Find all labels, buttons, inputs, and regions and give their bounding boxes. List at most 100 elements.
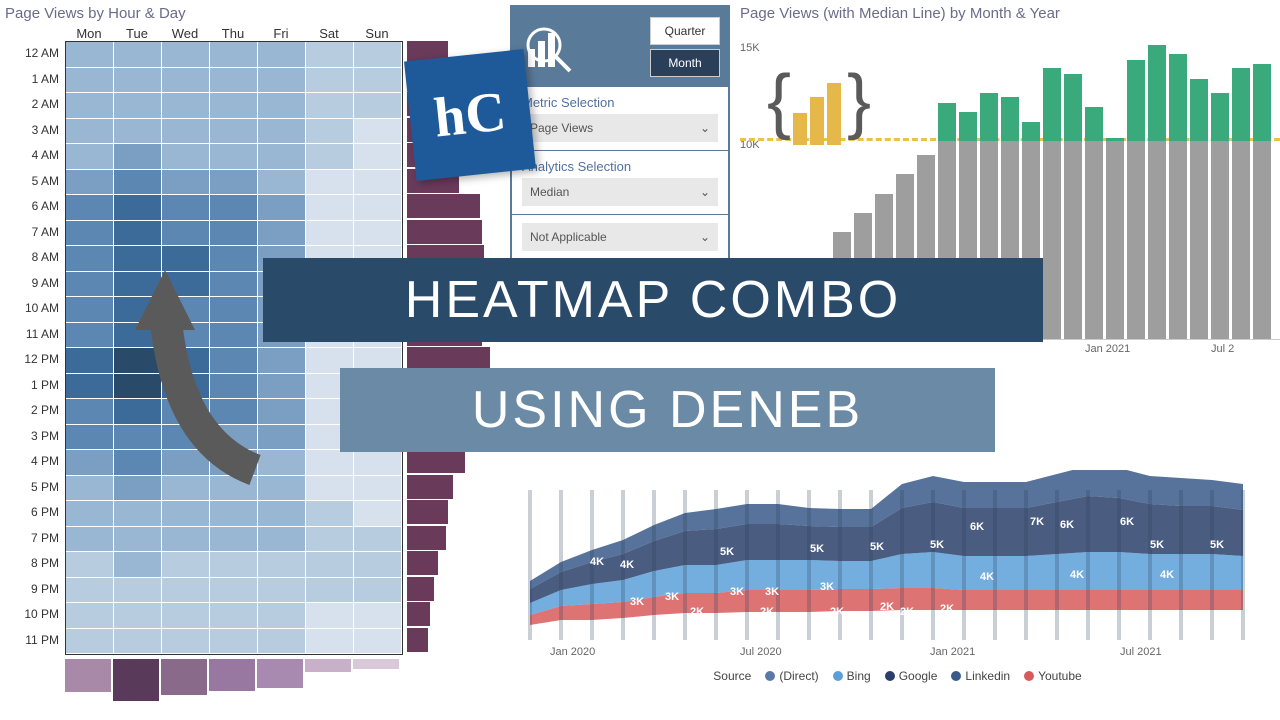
heatmap-cell [354, 144, 402, 170]
bar-base [1232, 141, 1250, 339]
heatmap-cell [210, 93, 258, 119]
heatmap-cell [66, 297, 114, 323]
hour-label: 5 PM [5, 475, 65, 501]
bar-base [1106, 141, 1124, 339]
heatmap-cell [210, 629, 258, 655]
hour-label: 2 PM [5, 398, 65, 424]
heatmap-cell [162, 629, 210, 655]
bar-above-median [1211, 93, 1229, 141]
row-marginal-bar [407, 628, 428, 652]
bar-above-median [1064, 74, 1082, 142]
heatmap-cell [66, 195, 114, 221]
heatmap-cell [258, 144, 306, 170]
hour-label: 7 AM [5, 220, 65, 246]
heatmap-cell [354, 68, 402, 94]
hour-label: 6 PM [5, 500, 65, 526]
hour-label: 5 AM [5, 169, 65, 195]
extra-dropdown[interactable]: Not Applicable ⌄ [522, 223, 718, 251]
heatmap-cell [162, 603, 210, 629]
heatmap-cell [114, 501, 162, 527]
heatmap-cell [66, 348, 114, 374]
hour-label: 8 PM [5, 551, 65, 577]
heatmap-cell [258, 629, 306, 655]
heatmap-cell [306, 42, 354, 68]
legend-item: Youtube [1024, 669, 1082, 683]
stream-panel: 4K4K3K3K5K3K3K5K3K5K2K5K2K6K4K7K6K4K6K5K… [520, 470, 1275, 715]
day-header: Mon [65, 26, 113, 41]
hc-logo: hC [404, 49, 536, 181]
stream-value-label: 5K [930, 539, 944, 551]
bar-above-median [1190, 79, 1208, 141]
stream-value-label: 6K [1060, 519, 1074, 531]
heatmap-cell [114, 221, 162, 247]
day-header: Tue [113, 26, 161, 41]
hour-label: 8 AM [5, 245, 65, 271]
heatmap-cell [306, 68, 354, 94]
bar-above-median [1232, 68, 1250, 142]
stream-value-label: 3K [630, 596, 644, 608]
barchart-title: Page Views (with Median Line) by Month &… [740, 5, 1280, 22]
heatmap-cell [210, 195, 258, 221]
day-header: Sat [305, 26, 353, 41]
heatmap-cell [162, 144, 210, 170]
stream-value-label: 2K [940, 603, 954, 615]
row-marginal-bar [407, 602, 430, 626]
heatmap-cell [162, 527, 210, 553]
heatmap-cell [162, 221, 210, 247]
heatmap-cell [114, 170, 162, 196]
heatmap-cell [258, 42, 306, 68]
y-tick: 15K [740, 42, 760, 54]
svg-text:}: } [847, 65, 870, 141]
stream-value-label: 5K [1210, 539, 1224, 551]
col-marginal-bar [209, 659, 255, 691]
analytics-dropdown[interactable]: Median ⌄ [522, 178, 718, 206]
heatmap-cell [66, 68, 114, 94]
row-marginal-bar [407, 220, 482, 244]
heatmap-cell [354, 42, 402, 68]
heatmap-cell [114, 629, 162, 655]
stream-value-label: 4K [620, 559, 634, 571]
bar-above-median [1001, 97, 1019, 142]
hour-label: 3 AM [5, 118, 65, 144]
col-marginal-bar [65, 659, 111, 692]
bar-base [1169, 141, 1187, 339]
chevron-down-icon: ⌄ [700, 121, 710, 135]
heatmap-cell [306, 450, 354, 476]
chevron-down-icon: ⌄ [700, 185, 710, 199]
day-header: Sun [353, 26, 401, 41]
stream-value-label: 3K [665, 591, 679, 603]
heatmap-cell [354, 578, 402, 604]
stream-value-label: 5K [810, 543, 824, 555]
bar-above-median [1043, 68, 1061, 142]
heatmap-cell [66, 629, 114, 655]
legend-item: (Direct) [765, 669, 818, 683]
heatmap-cell [114, 93, 162, 119]
col-marginal-bar [305, 659, 351, 672]
heatmap-cell [114, 527, 162, 553]
stream-chart: 4K4K3K3K5K3K3K5K3K5K2K5K2K6K4K7K6K4K6K5K… [520, 470, 1275, 660]
hour-label: 11 PM [5, 628, 65, 654]
heatmap-cell [354, 195, 402, 221]
heatmap-cell [210, 221, 258, 247]
heatmap-cell [114, 578, 162, 604]
bar-above-median [938, 103, 956, 142]
metric-dropdown[interactable]: Page Views ⌄ [522, 114, 718, 142]
banner-heatmap-combo: HEATMAP COMBO [263, 258, 1043, 342]
month-toggle[interactable]: Month [650, 49, 720, 77]
heatmap-cell [306, 170, 354, 196]
stream-value-label: 2K [900, 606, 914, 618]
heatmap-cell [306, 527, 354, 553]
heatmap-cell [66, 552, 114, 578]
hour-label: 9 PM [5, 577, 65, 603]
heatmap-cell [306, 119, 354, 145]
heatmap-cell [66, 374, 114, 400]
heatmap-cell [258, 68, 306, 94]
quarter-toggle[interactable]: Quarter [650, 17, 720, 45]
stream-xtick: Jan 2021 [930, 646, 975, 658]
heatmap-cell [66, 221, 114, 247]
svg-text:{: { [767, 65, 791, 141]
heatmap-cell [66, 272, 114, 298]
col-marginal-bar [161, 659, 207, 695]
heatmap-cell [162, 195, 210, 221]
heatmap-cell [66, 93, 114, 119]
